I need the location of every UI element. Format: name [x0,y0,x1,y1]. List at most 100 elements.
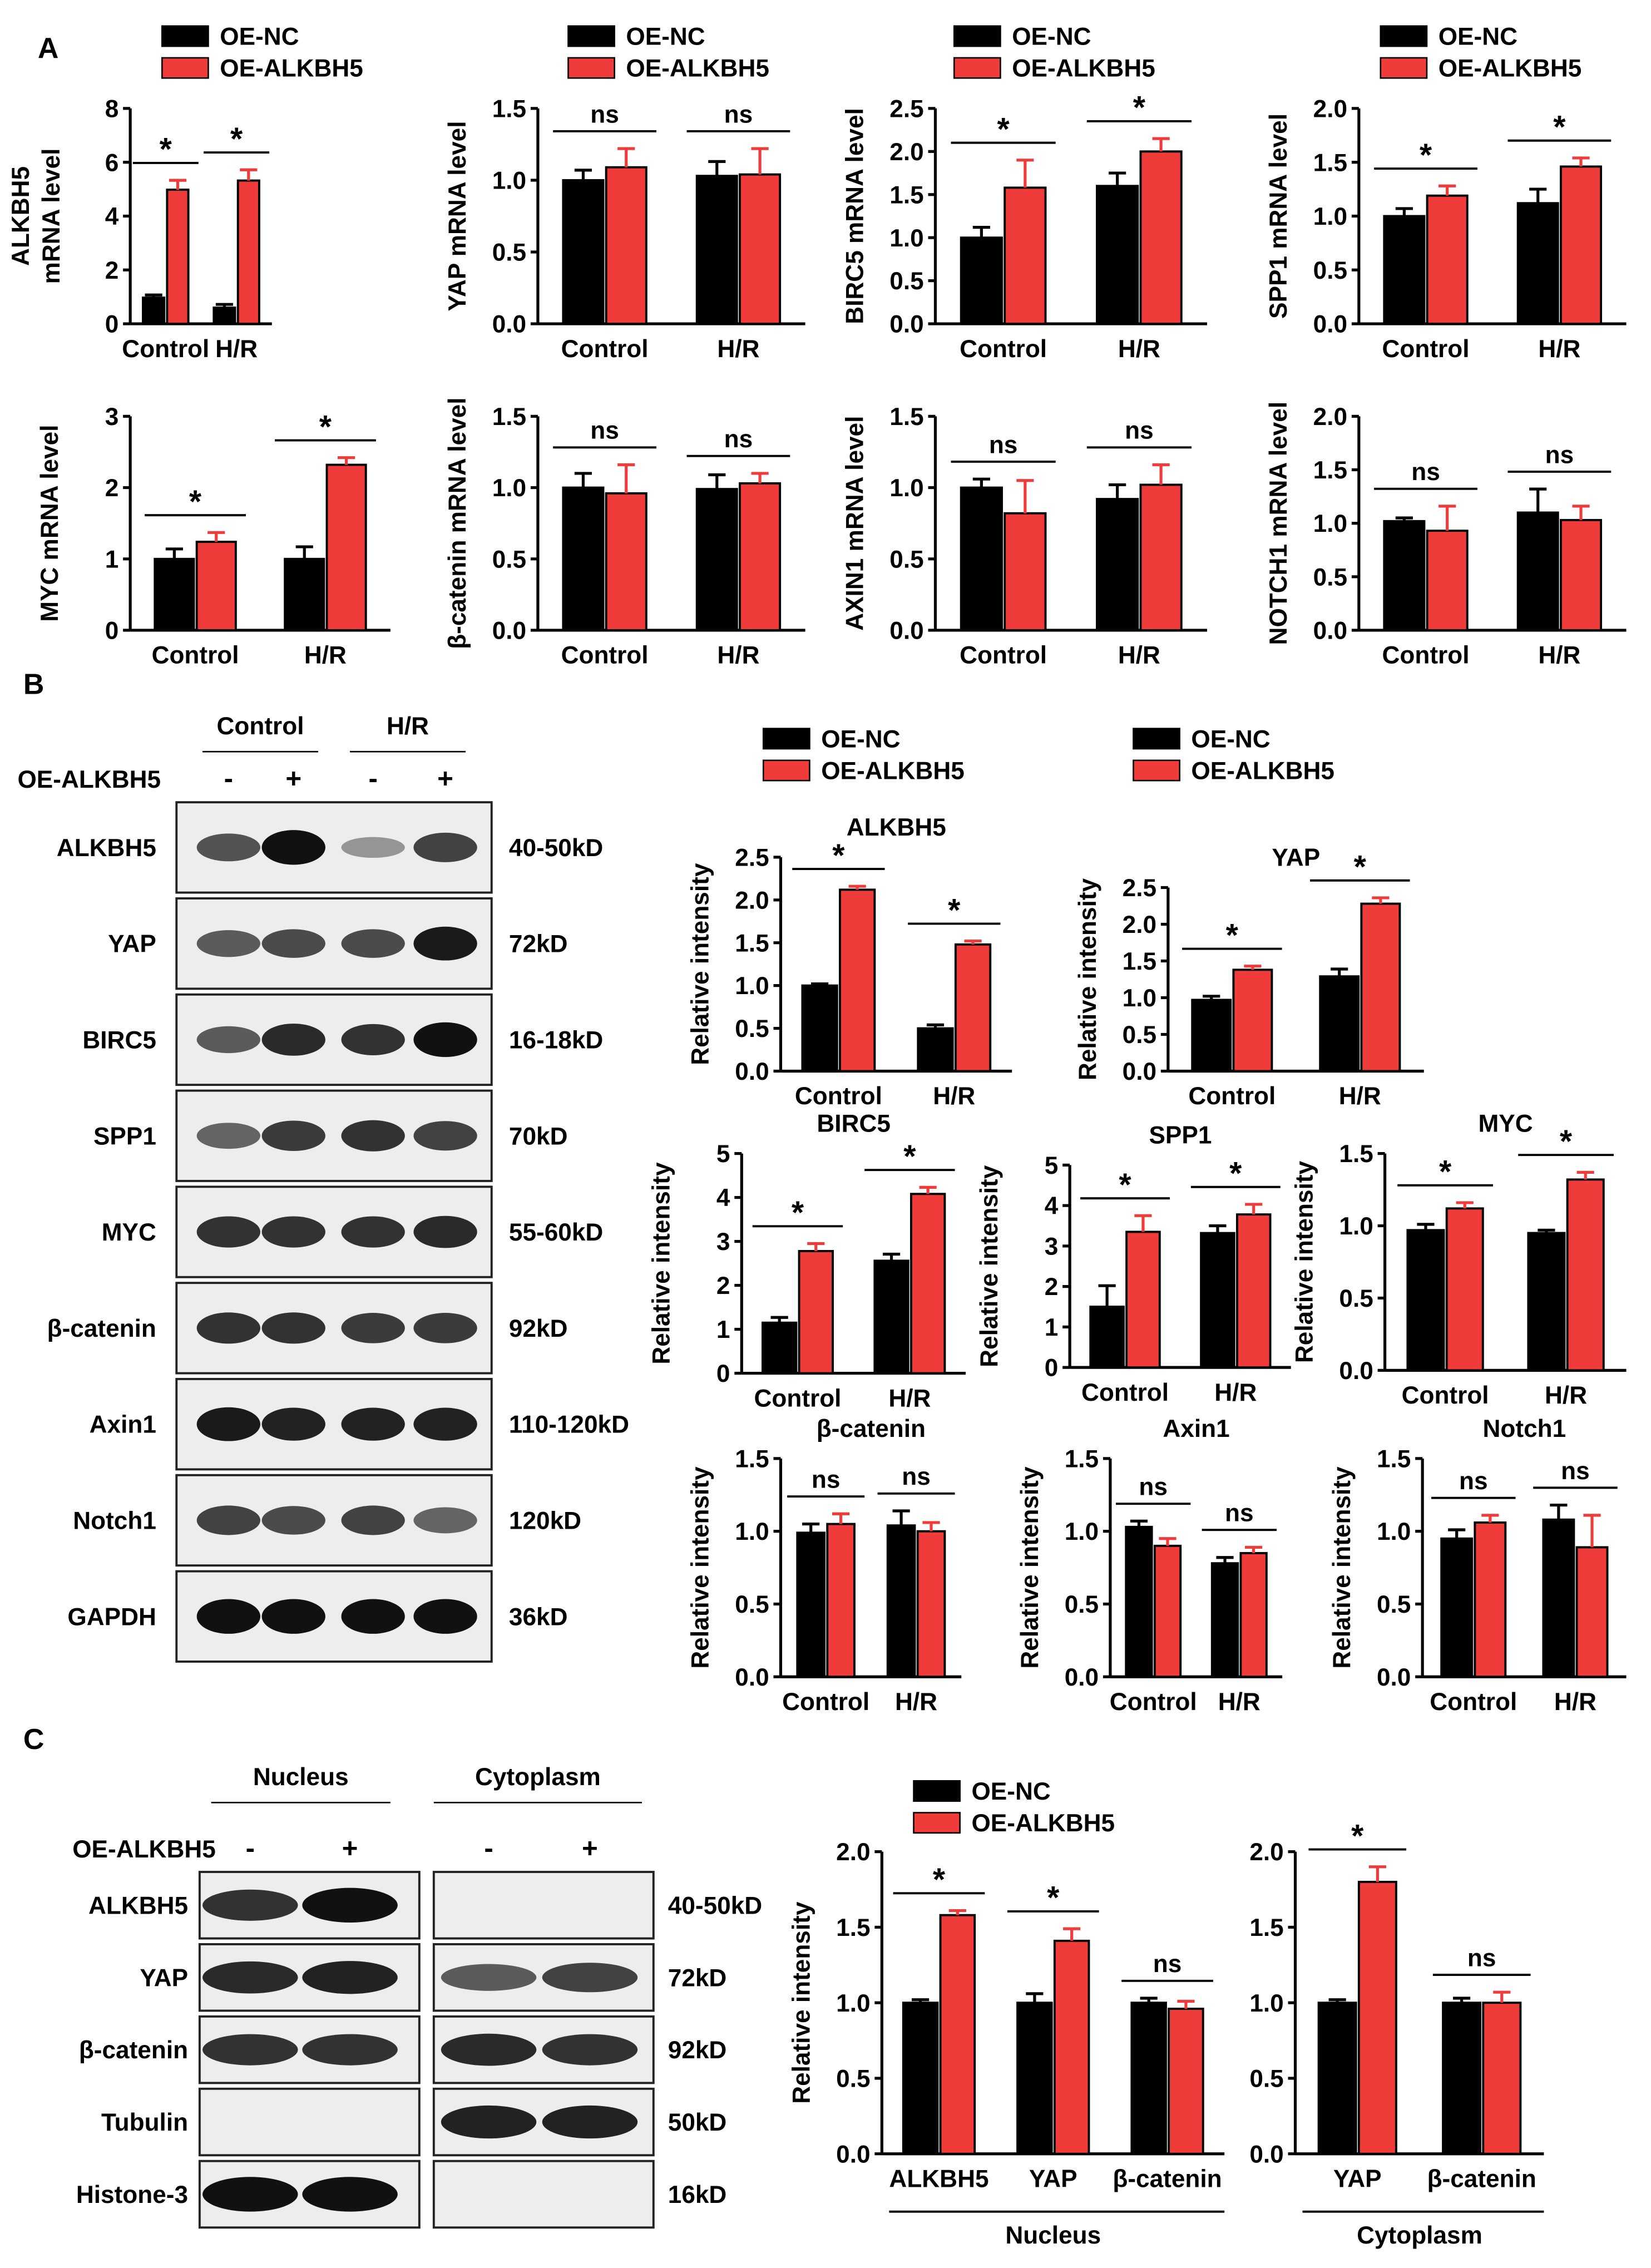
y-tick-label: 2.0 [735,887,769,914]
bar [1575,1546,1609,1678]
bar [1232,969,1273,1073]
bar [1542,1518,1575,1678]
y-tick-label: 1.0 [735,1518,769,1545]
bar [917,1027,954,1073]
y-axis-label-line: Relative intensity [687,863,714,1065]
y-tick-label: 1.5 [735,1445,769,1473]
legend-label-oe-alkbh5: OE-ALKBH5 [626,55,769,82]
chart-b3: 0 1 2 3 4 5 Relative intensity BIRC5 * Control * H/… [647,1110,966,1412]
significance-label: * [1351,1818,1364,1854]
bar [960,236,1003,325]
y-tick-label: 5 [1045,1152,1059,1179]
bar [1317,2002,1357,2155]
legend-label-oe-nc: OE-NC [220,23,299,51]
bar [236,179,260,325]
y-axis-label-line: Relative intensity [647,1162,675,1365]
y-tick-label: 1.5 [1123,948,1156,975]
protein-band [202,2177,298,2212]
significance-label: * [792,1195,804,1231]
y-tick-label: 0.0 [492,617,526,645]
x-tick-label: H/R [717,335,759,363]
bar [562,179,605,325]
legend: OE-NC OE-ALKBH5 [1380,23,1581,82]
x-tick-label: H/R [1545,1382,1587,1409]
blot-size-label: 36kD [509,1603,568,1630]
legend: OE-NC OE-ALKBH5 [161,23,363,82]
x-tick-label: H/R [1214,1379,1257,1406]
bar [1560,165,1603,325]
blot-protein-label: MYC [102,1219,156,1246]
y-axis-label: Relative intensity [976,1165,1003,1367]
y-tick-label: 1.0 [889,475,923,502]
y-tick-label: 1.5 [492,403,526,431]
bar [839,888,876,1073]
protein-band [202,1889,298,1921]
y-tick-label: 0.0 [1377,1664,1411,1691]
significance-label: * [319,409,332,444]
legend: OE-NC OE-ALKBH5 [567,23,769,82]
y-tick-label: 0 [105,617,119,645]
significance-label: * [1133,90,1146,126]
y-axis-label-line: β-catenin mRNA level [444,398,471,649]
x-tick-label: YAP [1333,2165,1382,2192]
legend-label-oe-nc: OE-NC [1012,23,1091,51]
x-tick-label: Control [754,1385,841,1412]
bar [605,166,647,325]
x-tick-label: Control [561,642,649,669]
bar [1191,999,1232,1073]
bar [1516,202,1559,325]
blot-protein-label: Histone-3 [76,2181,188,2208]
bar [695,488,738,631]
bar [695,175,738,325]
bar [1426,194,1469,325]
x-tick-label: H/R [1118,642,1160,669]
legend-swatch-oe-nc [1133,728,1180,750]
lane-sign: - [224,763,233,794]
x-tick-label: YAP [1029,2165,1077,2192]
y-tick-label: 0.0 [889,617,923,645]
y-tick-label: 4 [105,203,119,230]
x-tick-label: β-catenin [1427,2165,1536,2192]
protein-band [341,837,405,858]
protein-band [413,1599,477,1634]
y-tick-label: 2.0 [1313,403,1347,431]
y-tick-label: 0.0 [735,1058,769,1085]
significance-label: * [933,1862,946,1898]
x-tick-label: Control [782,1688,869,1716]
blot-size-label: 72kD [668,1964,727,1992]
bar [195,541,237,631]
y-tick-label: 1.0 [1377,1518,1411,1545]
chart-title: SPP1 [1149,1121,1212,1149]
y-tick-label: 2 [1045,1273,1059,1301]
y-tick-label: 2.5 [1123,874,1156,902]
y-axis-label-line: mRNA level [38,149,65,284]
y-tick-label: 0.5 [1313,564,1347,591]
protein-band [202,2034,298,2066]
y-axis-label: ALKBH5 mRNA level [7,149,65,284]
bar [762,1321,798,1375]
protein-band [196,1599,260,1634]
y-tick-label: 1.0 [1123,985,1156,1012]
blot-size-label: 110-120kD [509,1411,629,1439]
chart-b8: 0.0 0.5 1.0 1.5 Relative intensity Notch1 ns Co… [1328,1415,1627,1716]
significance-label: * [832,838,845,873]
bar [1560,518,1603,631]
chart-b4: 0 1 2 3 4 5 Relative intensity SPP1 * Control * H/R [976,1121,1291,1406]
x-tick-label: H/R [717,642,759,669]
y-axis-label: Relative intensity [687,863,714,1065]
bar [1319,975,1360,1073]
bar [1360,902,1401,1073]
y-axis-label: SPP1 mRNA level [1265,113,1292,319]
lane-sign: + [342,1833,358,1864]
legend-swatch-oe-alkbh5 [1133,759,1180,782]
y-axis-label-line: Relative intensity [687,1466,714,1669]
bar [826,1523,856,1678]
x-tick-label: Control [1382,335,1470,363]
chart-a3: 0.0 0.5 1.0 1.5 2.0 2.5 BIRC5 mRNA level * Contr… [842,23,1207,363]
y-tick-label: 0.5 [889,268,923,295]
panel-label-a: A [38,32,59,65]
western-blot-c: Nucleus Cytoplasm OE-ALKBH5 - + - + ALKBH5 40-50… [72,1763,762,2229]
bar [1130,2002,1167,2155]
protein-band [341,1599,405,1634]
y-axis-label: BIRC5 mRNA level [842,108,869,324]
